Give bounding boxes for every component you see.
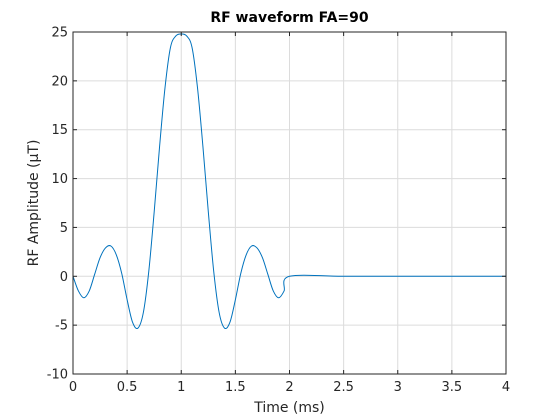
x-tick-label: 2.5 [333,380,354,395]
x-tick-label: 0.5 [117,380,138,395]
x-tick-label: 3 [394,380,402,395]
y-tick-label: -10 [47,368,68,383]
y-tick-label: 0 [60,270,68,285]
y-tick-label: -5 [55,319,68,334]
series-line [72,33,506,330]
x-axis-label: Time (ms) [253,400,325,416]
x-tick-label: 4 [502,380,510,395]
x-tick-label: 1.5 [225,380,246,395]
x-tick-label: 3.5 [442,380,463,395]
x-tick-label: 2 [285,380,293,395]
chart-title: RF waveform FA=90 [210,10,369,26]
ticks: 0 0.5 1 1.5 2 2.5 3 3.5 4 -10 -5 0 5 10 15 20 25 [47,26,510,396]
y-tick-label: 10 [51,172,68,187]
grid [72,31,507,375]
y-tick-label: 25 [51,26,68,41]
y-tick-label: 5 [60,221,68,236]
y-tick-label: 15 [51,123,68,138]
x-tick-label: 0 [69,380,77,395]
y-tick-label: 20 [51,74,68,89]
y-axis-label: RF Amplitude (μT) [26,140,42,267]
x-tick-label: 1 [177,380,185,395]
